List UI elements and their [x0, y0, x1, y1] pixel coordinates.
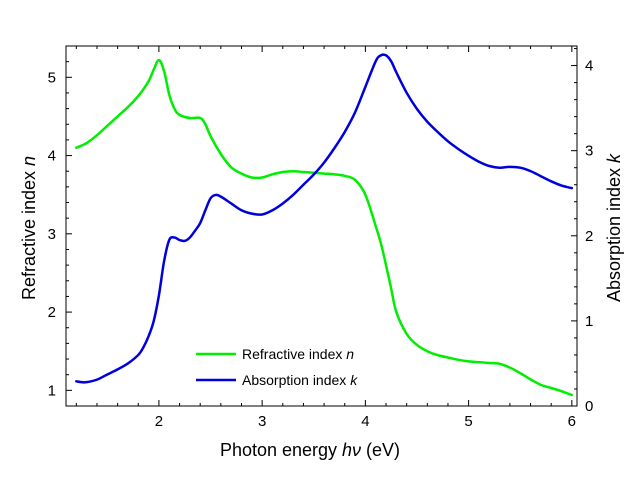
- x-axis-label-symbol: hν: [342, 440, 361, 460]
- y-right-axis-label: Absorption index k: [604, 153, 624, 302]
- refractive-index-line: [75, 58, 574, 397]
- y-left-axis-label-symbol: n: [19, 156, 39, 166]
- y-right-axis-label-main: Absorption index: [604, 163, 624, 302]
- x-axis-label: Photon energy hν (eV): [220, 440, 400, 460]
- x-tick-label: 6: [568, 413, 576, 430]
- x-tick-label: 5: [464, 413, 472, 430]
- y-left-axis-label: Refractive index n: [19, 156, 39, 300]
- series-lines: [75, 53, 574, 397]
- legend-label: Absorption index k: [242, 372, 358, 388]
- absorption-index-line: [75, 53, 574, 384]
- y-right-tick-label: 3: [585, 143, 593, 160]
- plot-frame: [65, 45, 578, 407]
- y-left-axis-label-main: Refractive index: [19, 166, 39, 300]
- y-left-tick-label: 2: [48, 304, 56, 321]
- y-left-tick-label: 5: [48, 69, 56, 86]
- y-right-tick-label: 2: [585, 228, 593, 245]
- x-tick-label: 2: [155, 413, 163, 430]
- y-left-tick-label: 1: [48, 382, 56, 399]
- y-right-tick-label: 1: [585, 313, 593, 330]
- y-right-axis-label-symbol: k: [604, 153, 624, 163]
- y-right-tick-label: 0: [585, 398, 593, 415]
- y-right-tick-label: 4: [585, 58, 593, 75]
- y-left-tick-label: 4: [48, 148, 56, 165]
- x-tick-label: 4: [361, 413, 369, 430]
- tick-labels: 2 3 4 5 6 1 2 3 4 5 0 1 2 3 4: [48, 58, 594, 430]
- x-axis-label-main: Photon energy: [220, 440, 342, 460]
- x-axis-label-unit: (eV): [361, 440, 400, 460]
- x-tick-label: 3: [258, 413, 266, 430]
- legend: Refractive index n Absorption index k: [196, 346, 358, 388]
- y-left-tick-label: 3: [48, 226, 56, 243]
- legend-label: Refractive index n: [242, 346, 354, 362]
